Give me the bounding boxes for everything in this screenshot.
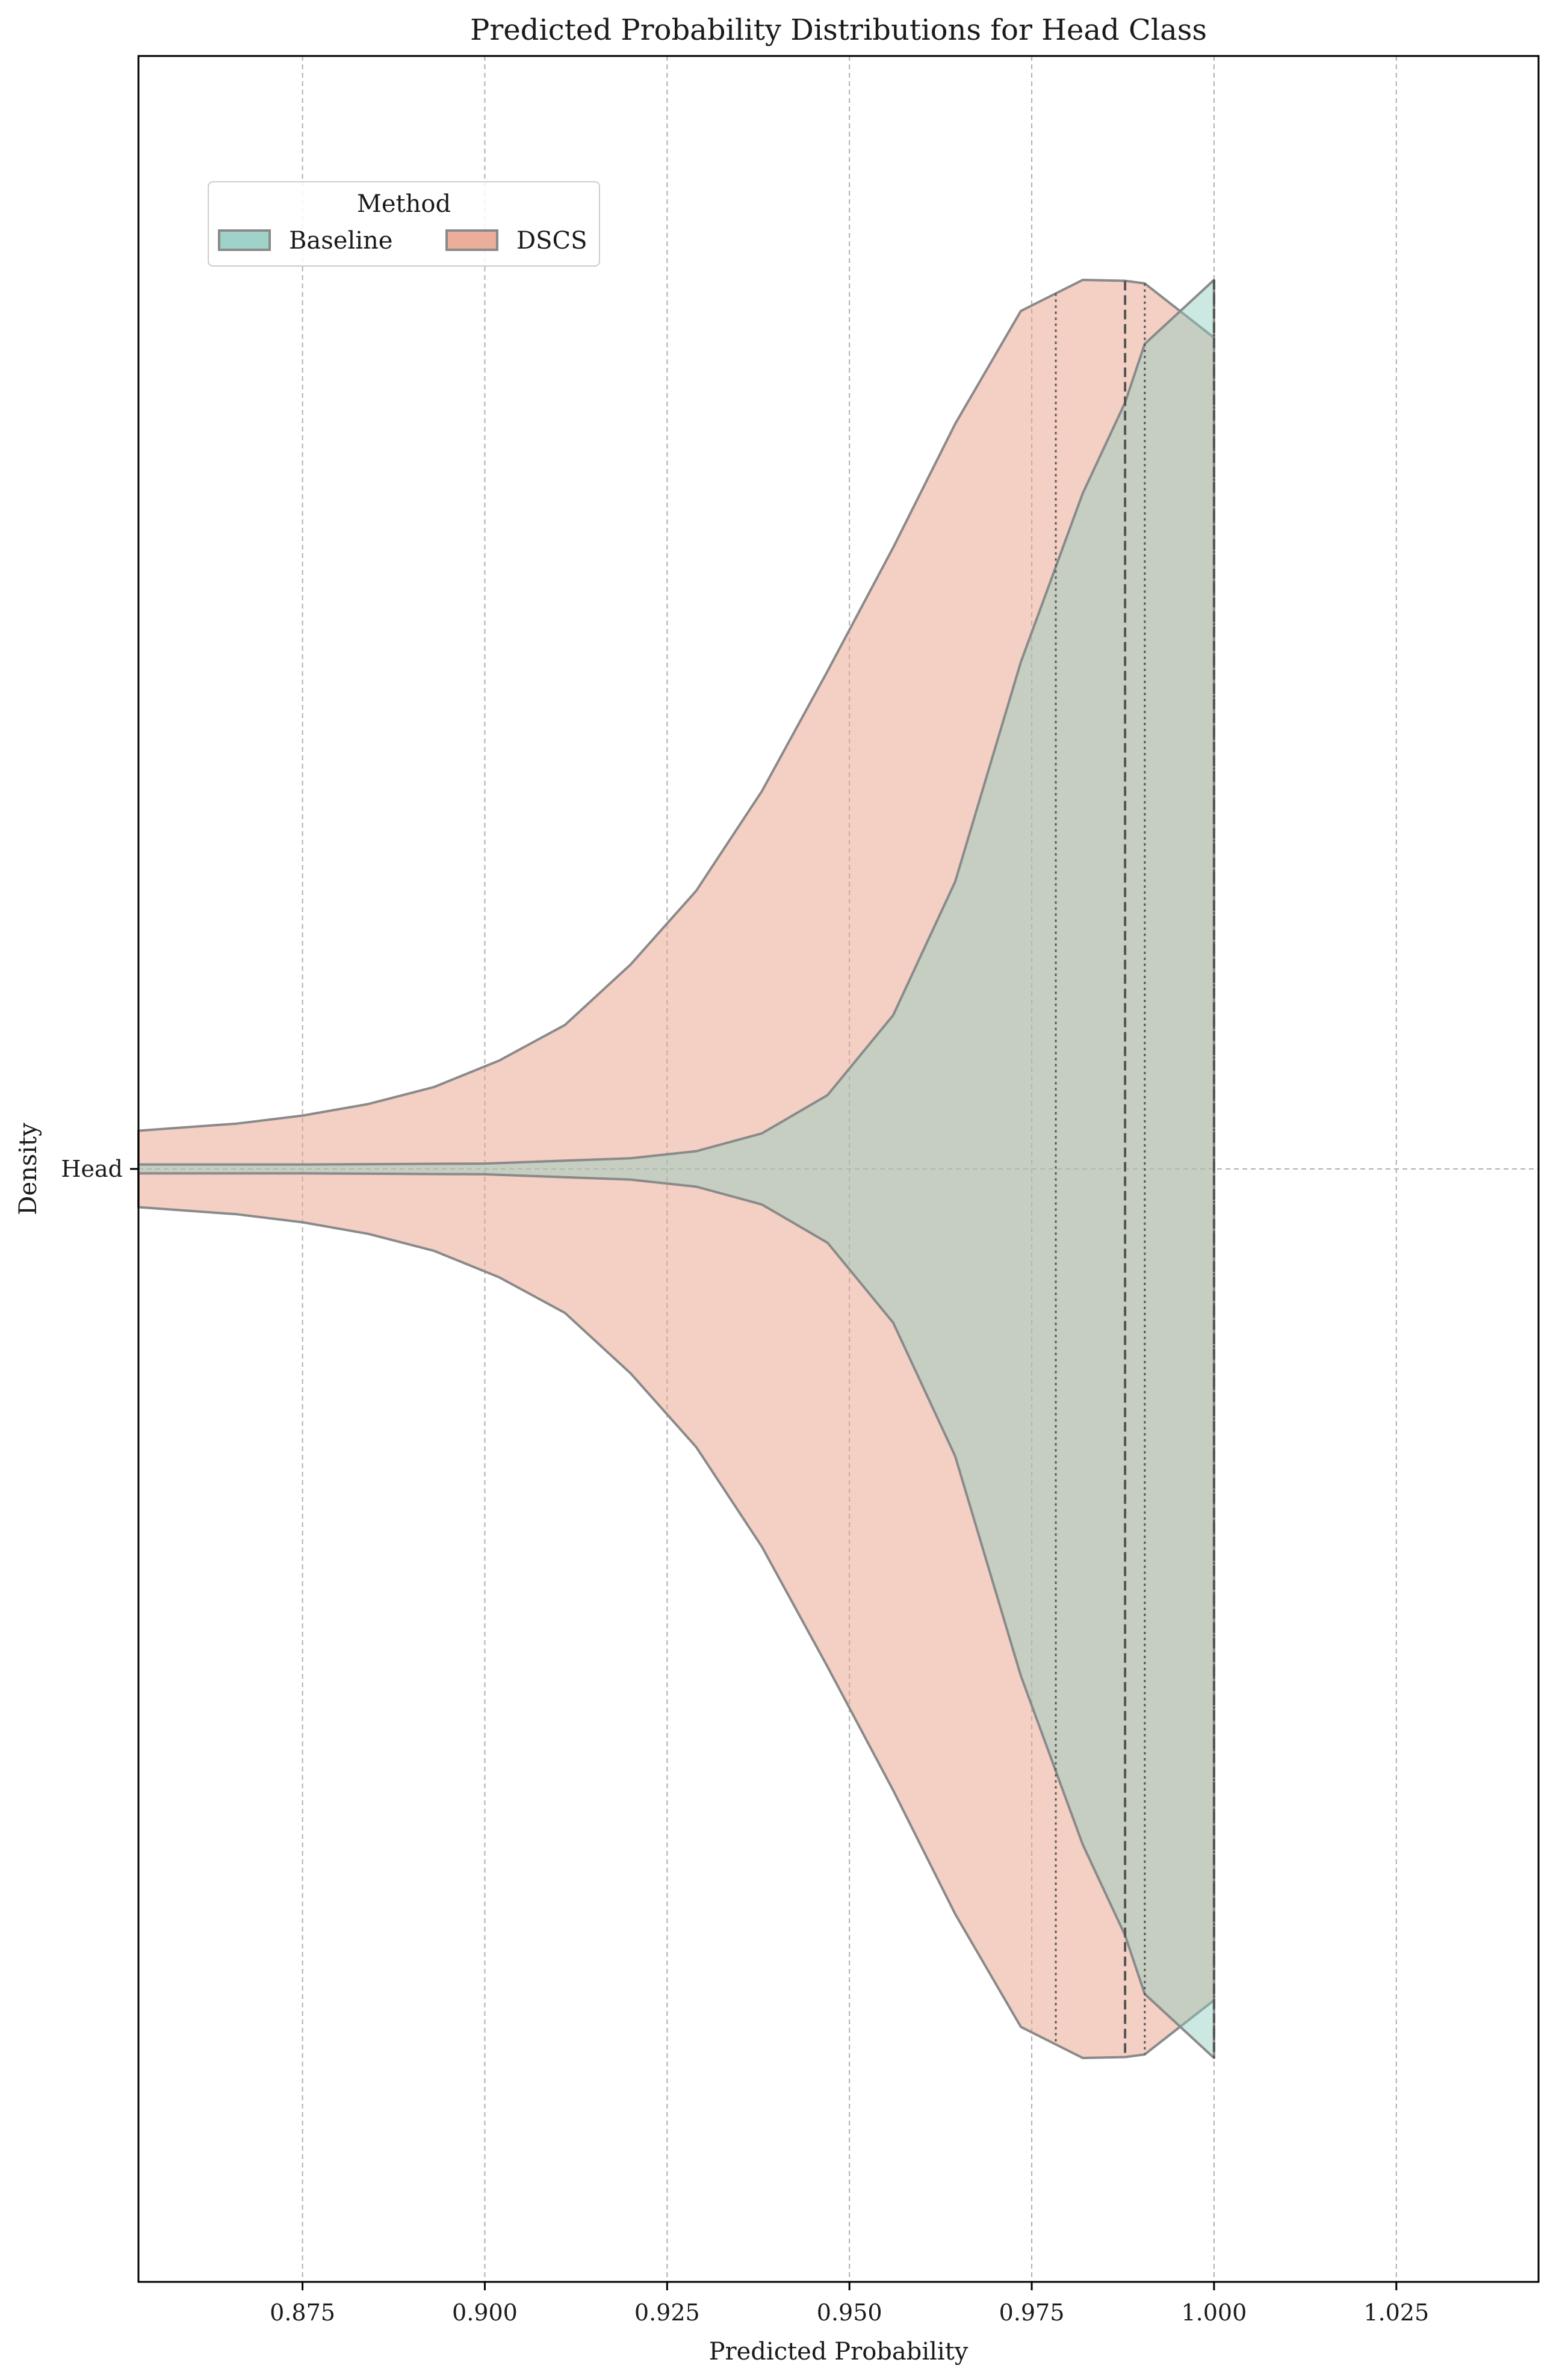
x-tick-label-2: 0.925: [634, 2299, 700, 2326]
x-tick-label-4: 0.975: [999, 2299, 1065, 2326]
x-tick-label-1: 0.900: [452, 2299, 518, 2326]
chart-title: Predicted Probability Distributions for …: [470, 13, 1207, 47]
legend-swatch-baseline: [219, 231, 270, 250]
y-axis-label: Density: [14, 1123, 42, 1215]
legend-label-baseline: Baseline: [289, 227, 392, 255]
legend: Method Baseline DSCS: [208, 182, 600, 266]
x-tick-label-5: 1.000: [1182, 2299, 1247, 2326]
x-axis-label: Predicted Probability: [709, 2338, 969, 2366]
legend-label-dscs: DSCS: [516, 227, 587, 255]
x-tick-label-6: 1.025: [1363, 2299, 1429, 2326]
legend-swatch-dscs: [447, 231, 497, 250]
legend-title: Method: [357, 190, 451, 218]
x-tick-label-0: 0.875: [270, 2299, 335, 2326]
x-tick-label-3: 0.950: [817, 2299, 882, 2326]
y-tick-label-head: Head: [61, 1156, 123, 1182]
